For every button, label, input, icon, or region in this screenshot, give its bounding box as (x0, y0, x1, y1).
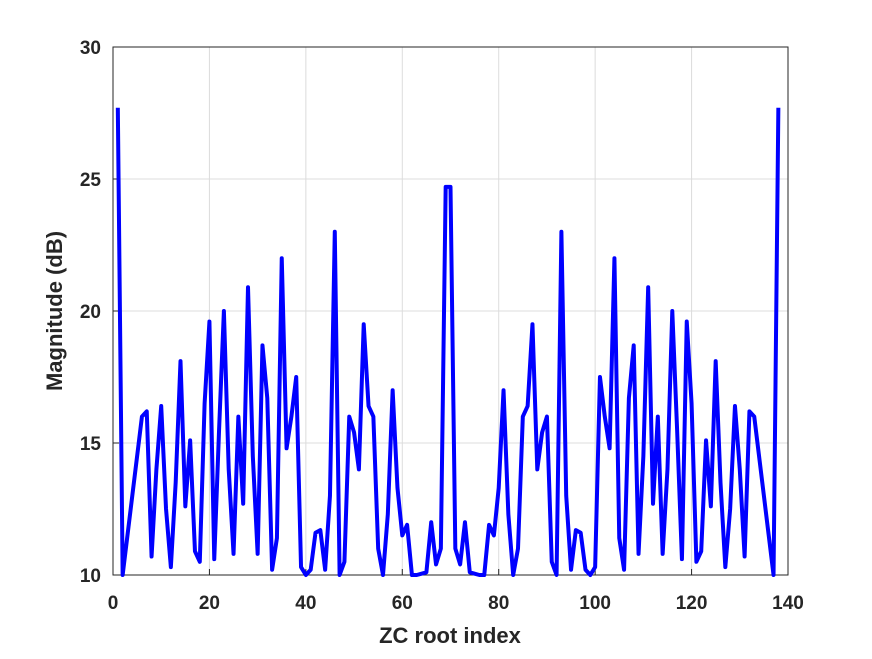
x-tick-label: 20 (199, 593, 220, 614)
x-tick-label: 100 (579, 593, 611, 614)
y-tick-label: 15 (80, 434, 102, 455)
y-axis-label: Magnitude (dB) (42, 231, 67, 391)
x-tick-label: 0 (108, 593, 119, 614)
x-tick-label: 40 (295, 593, 316, 614)
y-tick-label: 10 (80, 566, 101, 587)
x-tick-label: 140 (772, 593, 804, 614)
data-line (115, 107, 781, 577)
x-axis-label: ZC root index (379, 623, 522, 648)
x-tick-label: 80 (488, 593, 509, 614)
y-tick-label: 30 (80, 38, 101, 59)
x-tick-label: 60 (392, 593, 413, 614)
y-tick-label: 25 (80, 170, 102, 191)
plot-frame (112, 46, 789, 576)
x-tick-label: 120 (676, 593, 708, 614)
y-tick-label: 20 (80, 302, 101, 323)
